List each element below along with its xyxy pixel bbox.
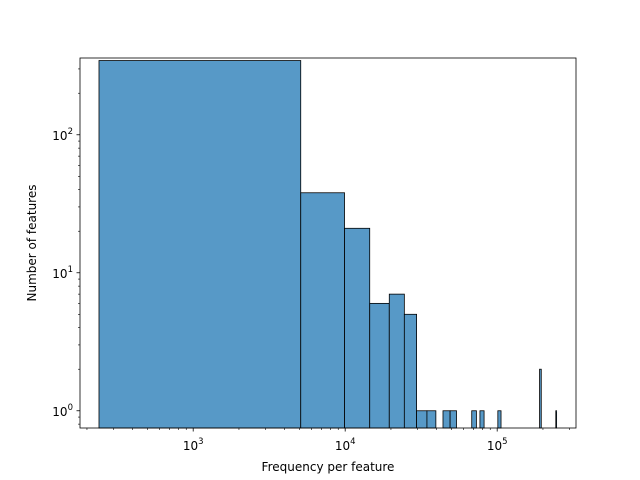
histogram-bar	[403, 313, 417, 429]
x-tick-label: 105	[487, 437, 508, 453]
histogram-bar	[388, 293, 405, 429]
histogram-bar	[344, 227, 371, 429]
histogram-bar	[449, 410, 457, 429]
histogram-bar	[416, 410, 428, 429]
x-tick-label: 104	[335, 437, 356, 453]
x-axis-ticks: 103 104 105	[86, 428, 571, 453]
y-axis-ticks: 100 101 102	[52, 68, 80, 425]
x-tick-label: 103	[183, 437, 204, 453]
histogram-bar	[426, 410, 437, 429]
y-tick-label: 101	[52, 265, 73, 281]
histogram-bar	[497, 410, 502, 429]
histogram-bar	[539, 368, 542, 429]
y-axis-label: Number of features	[25, 185, 39, 302]
histogram-bar	[369, 302, 390, 429]
x-axis-label: Frequency per feature	[262, 460, 395, 474]
histogram-bar	[479, 410, 485, 429]
histogram-bar	[471, 410, 477, 429]
plot-frame	[79, 57, 577, 429]
histogram-bars	[98, 60, 558, 429]
histogram-bar	[98, 60, 302, 429]
histogram-bar	[442, 410, 451, 429]
y-tick-label: 102	[52, 127, 73, 143]
y-tick-label: 100	[52, 403, 73, 419]
histogram-bar	[555, 410, 558, 429]
histogram-bar	[300, 192, 345, 429]
